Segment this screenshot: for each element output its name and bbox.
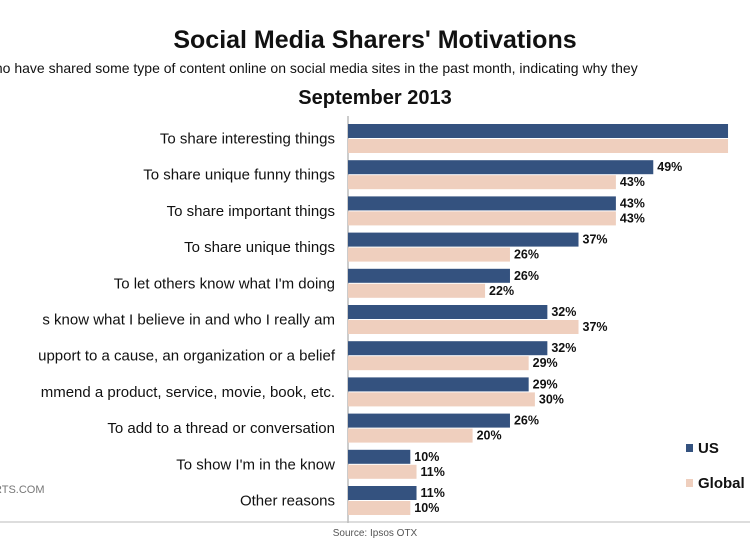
chart-subtitle: ts who have shared some type of content …	[0, 60, 638, 76]
legend-swatch-us	[686, 444, 693, 452]
bar-global-0	[348, 139, 729, 153]
data-label-global: 37%	[583, 320, 608, 334]
chart-date-label: September 2013	[298, 87, 452, 109]
category-label: To share unique funny things	[143, 167, 335, 184]
bar-us-4	[348, 268, 510, 283]
bar-us-2	[348, 196, 616, 211]
data-label-global: 43%	[620, 211, 645, 225]
bar-us-7	[348, 377, 529, 392]
category-label: Other reasons	[240, 493, 335, 510]
bar-global-6	[348, 356, 529, 371]
bar-us-9	[348, 449, 411, 464]
legend-label-us: US	[698, 440, 719, 457]
data-label-global: 20%	[477, 429, 502, 443]
category-label: To let others know what I'm doing	[114, 275, 335, 292]
data-label-global: 10%	[414, 501, 439, 515]
chart-title: Social Media Sharers' Motivations	[173, 26, 577, 54]
source-note: Source: Ipsos OTX	[332, 528, 418, 539]
data-label-us: 49%	[657, 160, 682, 174]
data-label-us: 32%	[551, 305, 576, 319]
category-label: upport to a cause, an organization or a …	[38, 348, 336, 365]
bar-global-9	[348, 464, 417, 479]
bar-us-3	[348, 232, 579, 247]
category-label: mmend a product, service, movie, book, e…	[41, 384, 335, 401]
category-label: To share unique things	[184, 239, 335, 256]
data-label-us: 26%	[514, 269, 539, 283]
bar-global-4	[348, 283, 486, 298]
category-label: s know what I believe in and who I reall…	[42, 312, 335, 329]
bar-us-8	[348, 413, 510, 428]
bar-global-2	[348, 211, 616, 226]
data-label-us: 10%	[414, 450, 439, 464]
bar-us-6	[348, 341, 548, 356]
bar-global-3	[348, 247, 510, 262]
legend-label-global: Global	[698, 475, 745, 492]
data-label-us: 43%	[620, 196, 645, 210]
bar-us-1	[348, 160, 654, 175]
data-label-global: 26%	[514, 248, 539, 262]
bar-global-7	[348, 392, 535, 407]
bar-us-5	[348, 305, 548, 319]
data-label-global: 22%	[489, 284, 514, 298]
data-label-us: 26%	[514, 414, 539, 428]
watermark: RTS.COM	[0, 484, 45, 496]
bar-global-5	[348, 320, 579, 334]
data-label-global: 29%	[533, 356, 558, 370]
category-label: To share important things	[167, 203, 335, 220]
data-label-global: 30%	[539, 392, 564, 406]
data-label-us: 32%	[551, 341, 576, 355]
legend-swatch-global	[686, 479, 693, 487]
data-label-us: 29%	[533, 377, 558, 391]
bar-global-1	[348, 175, 616, 190]
category-label: To show I'm in the know	[176, 456, 335, 473]
data-label-global: 43%	[620, 175, 645, 189]
bar-global-8	[348, 428, 473, 443]
bar-us-10	[348, 486, 417, 500]
category-label: To share interesting things	[160, 131, 335, 148]
data-label-global: 11%	[421, 465, 445, 479]
category-label: To add to a thread or conversation	[107, 420, 335, 437]
data-label-us: 11%	[421, 486, 445, 500]
bar-us-0	[348, 124, 729, 138]
bar-global-10	[348, 501, 411, 515]
data-label-us: 37%	[583, 233, 608, 247]
